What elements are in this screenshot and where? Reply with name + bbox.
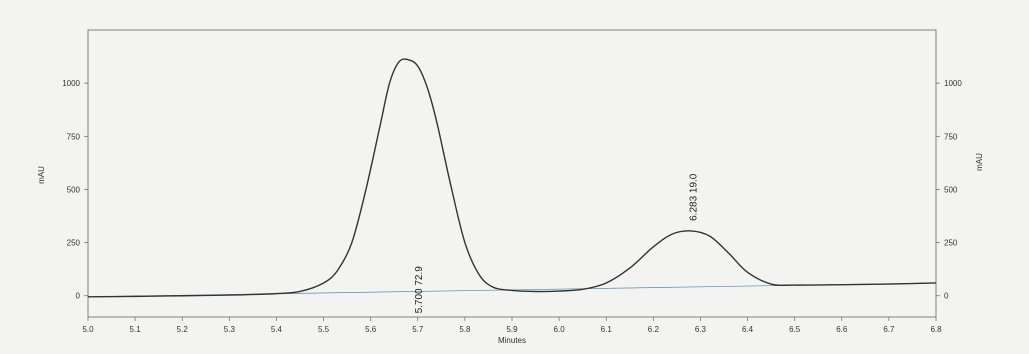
y-tick-label-left: 0 bbox=[76, 292, 81, 301]
x-tick-label: 6.0 bbox=[554, 325, 566, 334]
peak-label: 6.283 19.0 bbox=[688, 173, 699, 221]
x-axis-ticks: 5.0 5.1 5.2 5.3 5.4 5.5 5.6 5.7 5.8 5.9 6.0 6.1 6.2 6… bbox=[82, 317, 942, 334]
y-tick-label-left: 500 bbox=[67, 185, 81, 194]
x-tick-label: 5.7 bbox=[412, 325, 424, 334]
x-tick-label: 6.2 bbox=[648, 325, 660, 334]
x-tick-label: 5.0 bbox=[82, 325, 94, 334]
plot-frame bbox=[87, 29, 937, 318]
y-tick-label-left: 1000 bbox=[62, 79, 80, 88]
x-tick-label: 5.3 bbox=[224, 325, 236, 334]
peak-label: 5.700 72.9 bbox=[414, 266, 425, 314]
x-axis-title: Minutes bbox=[498, 336, 526, 345]
x-tick-label: 5.2 bbox=[177, 325, 189, 334]
x-tick-label: 6.5 bbox=[789, 325, 801, 334]
y-axis-title-right: mAU bbox=[975, 153, 984, 171]
left-y-axis-ticks: 0 250 500 750 1000 bbox=[62, 79, 88, 301]
x-tick-label: 5.6 bbox=[365, 325, 377, 334]
right-y-axis-ticks: 0 250 500 750 1000 bbox=[936, 79, 962, 301]
y-tick-label-right: 0 bbox=[944, 292, 949, 301]
x-tick-label: 6.6 bbox=[836, 325, 848, 334]
y-tick-label-left: 750 bbox=[67, 132, 81, 141]
x-tick-label: 6.7 bbox=[883, 325, 895, 334]
peak-labels: 5.700 72.9 6.283 19.0 bbox=[414, 173, 700, 313]
chromatogram-trace bbox=[87, 58, 937, 298]
x-tick-label: 5.9 bbox=[506, 325, 518, 334]
x-tick-label: 6.1 bbox=[601, 325, 613, 334]
x-tick-label: 6.3 bbox=[695, 325, 707, 334]
x-tick-label: 5.4 bbox=[271, 325, 283, 334]
y-tick-label-right: 1000 bbox=[944, 79, 962, 88]
x-tick-label: 5.5 bbox=[318, 325, 330, 334]
x-tick-label: 6.4 bbox=[742, 325, 754, 334]
chart-marks bbox=[87, 58, 937, 298]
y-tick-label-right: 750 bbox=[944, 132, 958, 141]
y-axis-title-left: mAU bbox=[37, 166, 46, 184]
y-tick-label-right: 500 bbox=[944, 185, 958, 194]
x-tick-label: 5.8 bbox=[459, 325, 471, 334]
y-tick-label-right: 250 bbox=[944, 239, 958, 248]
x-tick-label: 6.8 bbox=[930, 325, 942, 334]
y-tick-label-left: 250 bbox=[67, 239, 81, 248]
x-tick-label: 5.1 bbox=[130, 325, 142, 334]
